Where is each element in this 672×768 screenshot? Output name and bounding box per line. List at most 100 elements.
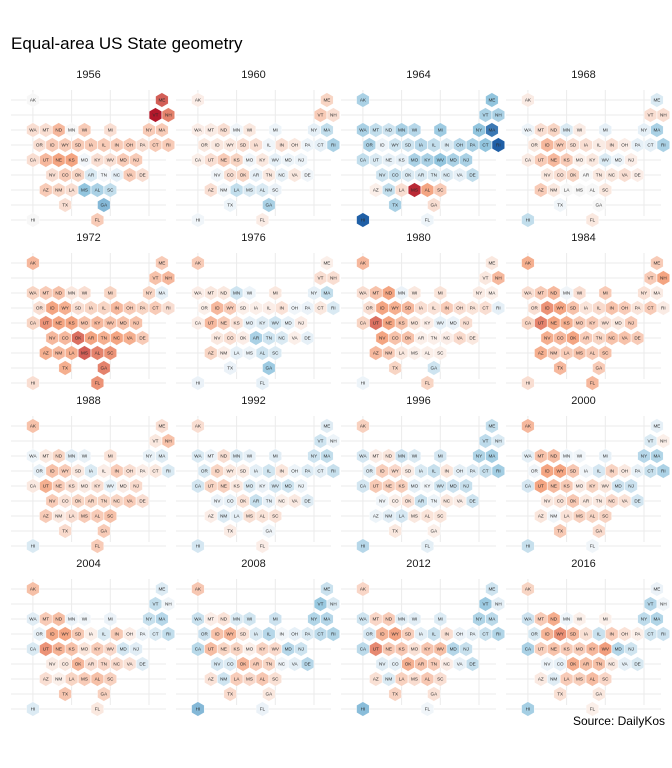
state-hex-ny: NY xyxy=(472,285,486,301)
state-label: AZ xyxy=(208,514,214,519)
state-hex-ar: AR xyxy=(414,330,428,346)
state-hex-id: ID xyxy=(540,626,554,642)
hex-mark xyxy=(572,611,587,627)
state-hex-tn: TN xyxy=(592,493,606,509)
state-hex-md: MD xyxy=(446,315,460,331)
state-hex-mn: MN xyxy=(560,448,574,464)
hex-mark xyxy=(52,182,66,198)
hex-mark xyxy=(553,360,567,376)
hex-mark xyxy=(136,330,150,346)
state-hex-ks: KS xyxy=(560,152,574,168)
hex-mark xyxy=(210,300,224,316)
state-label: TN xyxy=(101,662,107,667)
state-hex-ma: MA xyxy=(155,611,169,627)
state-hex-nh: NH xyxy=(326,270,340,286)
state-label: UT xyxy=(208,321,214,326)
hex-mark xyxy=(217,345,231,361)
hex-mark xyxy=(631,167,645,183)
state-label: DE xyxy=(469,173,475,178)
hex-mark xyxy=(242,122,257,138)
hex-mark xyxy=(362,463,376,479)
state-label: AZ xyxy=(538,514,544,519)
state-hex-or: OR xyxy=(527,626,541,642)
state-hex-tn: TN xyxy=(97,167,111,183)
state-hex-mt: MT xyxy=(369,285,383,301)
state-hex-ms: MS xyxy=(242,345,257,361)
state-hex-tx: TX xyxy=(223,686,237,702)
state-label: IL xyxy=(267,143,271,148)
hex-mark xyxy=(223,137,237,153)
state-label: NC xyxy=(443,499,450,504)
state-hex-ny: NY xyxy=(472,122,486,138)
state-hex-ky: KY xyxy=(90,641,104,657)
state-label: NM xyxy=(385,351,392,356)
state-label: MA xyxy=(158,291,166,296)
hex-mark xyxy=(204,152,218,168)
state-label: WA xyxy=(194,291,202,296)
hex-mark xyxy=(217,448,231,464)
hex-mark xyxy=(547,478,561,494)
state-hex-mi: MI xyxy=(103,285,117,301)
hex-mark xyxy=(223,463,237,479)
state-hex-nm: NM xyxy=(547,508,561,524)
state-label: NJ xyxy=(298,484,304,489)
hex-mark xyxy=(478,107,492,123)
hex-mark xyxy=(45,626,59,642)
state-hex-fl: FL xyxy=(90,375,104,391)
state-hex-mi: MI xyxy=(268,122,282,138)
hex-mark xyxy=(242,182,257,198)
hex-mark xyxy=(191,315,205,331)
hex-mark xyxy=(388,686,402,702)
state-hex-ak: AK xyxy=(191,92,205,108)
hex-mark xyxy=(553,493,567,509)
state-hex-ga: GA xyxy=(262,523,276,539)
state-label: LA xyxy=(69,677,76,682)
hex-mark xyxy=(547,641,561,657)
hex-mark xyxy=(320,255,334,271)
state-hex-mt: MT xyxy=(204,611,218,627)
state-hex-mo: MO xyxy=(407,152,422,168)
state-hex-la: LA xyxy=(230,508,244,524)
hex-mark xyxy=(491,270,505,286)
hex-mark xyxy=(45,137,59,153)
state-label: WY xyxy=(226,306,233,311)
state-hex-sd: SD xyxy=(236,300,250,316)
hex-mark xyxy=(592,360,606,376)
state-hex-tx: TX xyxy=(58,360,72,376)
state-hex-wi: WI xyxy=(572,448,587,464)
state-label: MN xyxy=(68,617,75,622)
state-hex-md: MD xyxy=(116,152,130,168)
hex-mark xyxy=(136,300,150,316)
state-hex-ct: CT xyxy=(643,626,657,642)
state-hex-ca: CA xyxy=(356,641,370,657)
state-label: FL xyxy=(95,381,101,386)
hex-mark xyxy=(433,671,447,687)
state-label: DE xyxy=(469,336,475,341)
state-label: NY xyxy=(146,454,152,459)
state-label: SD xyxy=(405,306,412,311)
hex-mark xyxy=(369,611,383,627)
hex-mark xyxy=(453,300,467,316)
hex-mark xyxy=(77,478,92,494)
hex-mark xyxy=(217,611,231,627)
hex-mark xyxy=(123,137,137,153)
hex-mark xyxy=(230,611,244,627)
panel-title: 1956 xyxy=(76,69,100,81)
state-label: OK xyxy=(405,662,413,667)
state-label: PA xyxy=(140,469,147,474)
state-label: IN xyxy=(279,306,284,311)
state-hex-sc: SC xyxy=(103,345,117,361)
state-label: IA xyxy=(584,306,589,311)
state-hex-il: IL xyxy=(592,463,606,479)
state-hex-id: ID xyxy=(540,300,554,316)
hex-mark xyxy=(294,478,308,494)
state-label: NC xyxy=(113,336,120,341)
state-hex-fl: FL xyxy=(420,538,434,554)
state-hex-al: AL xyxy=(585,671,599,687)
state-label: MO xyxy=(411,484,419,489)
state-label: AZ xyxy=(43,514,49,519)
hex-mark xyxy=(52,671,66,687)
state-label: NV xyxy=(544,499,551,504)
state-label: VA xyxy=(622,173,629,178)
